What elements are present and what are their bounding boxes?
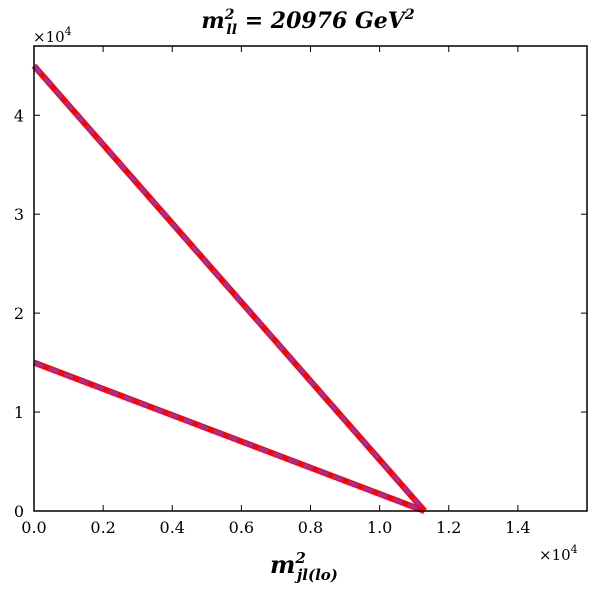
y-tick-label: 0 — [14, 502, 24, 521]
chart-title: m2 ll = 20976 GeV2 — [201, 7, 414, 38]
xlabel-m: m — [270, 550, 295, 579]
y-multiplier-base: ×10 — [33, 28, 65, 46]
y-multiplier: ×104 — [33, 25, 72, 46]
x-tick-label: 0.4 — [160, 518, 185, 537]
x-tick-label: 1.2 — [436, 518, 461, 537]
series-line-2-dashed — [32, 64, 426, 513]
title-unit-sup: 2 — [404, 7, 415, 23]
y-multiplier-exp: 4 — [65, 25, 72, 38]
xlabel-sub: jl(lo) — [294, 566, 338, 584]
xlabel-sup: 2 — [294, 549, 305, 567]
title-m-sub: ll — [226, 22, 237, 38]
axis-ticks: 0.0 0.2 0.4 0.6 0.8 1.0 1.2 1.4 0 1 2 3 4 — [14, 46, 587, 537]
x-multiplier: ×104 — [539, 543, 578, 564]
y-tick-label: 3 — [14, 205, 24, 224]
x-tick-label: 0.8 — [298, 518, 323, 537]
x-tick-label: 0.6 — [229, 518, 254, 537]
title-m: m — [201, 8, 224, 34]
title-m-sup: 2 — [224, 7, 235, 23]
plot-area — [31, 63, 427, 514]
axes-frame — [33, 45, 588, 512]
x-tick-label: 0.2 — [90, 518, 115, 537]
series-line-4-dashed — [33, 360, 426, 513]
y-tick-label: 1 — [14, 403, 24, 422]
y-tick-label: 4 — [14, 106, 24, 125]
x-tick-label: 1.0 — [367, 518, 392, 537]
x-tick-label: 0.0 — [21, 518, 46, 537]
x-tick-label: 1.4 — [505, 518, 530, 537]
x-multiplier-base: ×10 — [539, 546, 571, 564]
x-multiplier-exp: 4 — [571, 543, 578, 556]
x-axis-label: m2 jl(lo) — [270, 549, 338, 584]
y-tick-label: 2 — [14, 304, 24, 323]
title-equation: = 20976 GeV — [237, 8, 407, 34]
